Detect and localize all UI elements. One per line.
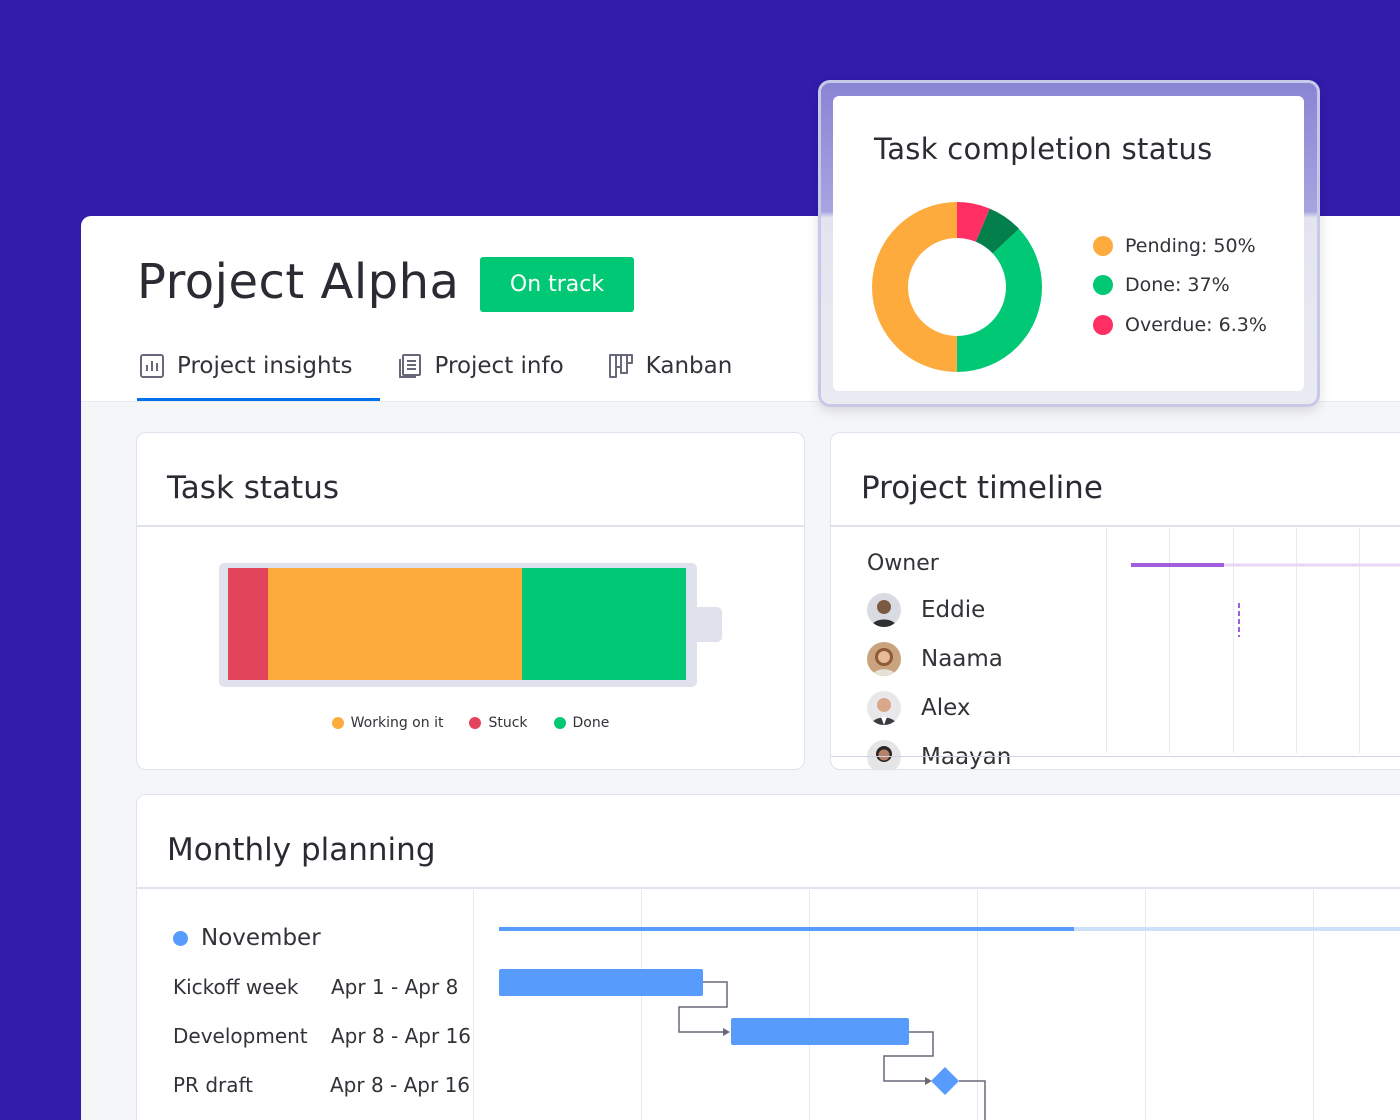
grid-line — [1169, 528, 1170, 753]
grid-line — [641, 890, 642, 1120]
legend-item: Done — [553, 715, 610, 731]
tab-bar: Project insights Project info Kanban — [137, 344, 774, 401]
group-name: November — [201, 925, 321, 951]
owner-row[interactable]: Naama — [867, 642, 1003, 676]
tab-kanban[interactable]: Kanban — [606, 344, 735, 388]
row-name: Development — [173, 1024, 308, 1048]
owner-name: Maayan — [921, 744, 1012, 770]
widget-title: Project timeline — [861, 470, 1103, 506]
donut-chart — [872, 202, 1042, 372]
avatar — [867, 642, 901, 676]
task-status-widget[interactable]: Task status Working on it Stuck Done — [136, 432, 805, 770]
grid-line — [1106, 528, 1107, 753]
owner-row[interactable]: Eddie — [867, 593, 985, 627]
timeline-bottom-border — [831, 756, 1400, 757]
owner-name: Eddie — [921, 597, 986, 623]
tab-project-insights[interactable]: Project insights — [137, 344, 380, 401]
legend-item: Stuck — [469, 715, 528, 731]
legend-dot — [331, 717, 344, 729]
battery-segment-done — [521, 568, 686, 680]
legend-label: Stuck — [488, 715, 528, 731]
status-badge[interactable]: On track — [480, 257, 634, 312]
timeline-progress — [1131, 563, 1400, 637]
tab-label: Project insights — [177, 353, 353, 379]
legend-item-done: Done: 37% — [1093, 274, 1230, 296]
tab-project-info[interactable]: Project info — [395, 344, 566, 388]
task-completion-card[interactable]: Task completion status Pending: 50% Done… — [833, 96, 1304, 391]
legend-dot — [1093, 275, 1113, 295]
widget-divider — [137, 525, 804, 527]
avatar — [867, 691, 901, 725]
legend-label: Working on it — [350, 715, 444, 731]
grid-line — [1359, 528, 1360, 753]
owner-name: Alex — [921, 695, 971, 721]
avatar — [867, 740, 901, 769]
planning-row[interactable]: PR draft Apr 8 - Apr 16 — [173, 1073, 470, 1097]
legend-label: Overdue: 6.3% — [1125, 314, 1267, 336]
owner-name: Naama — [921, 646, 1003, 672]
grid-line — [1313, 890, 1314, 1120]
donut-slice-pending — [872, 202, 1042, 372]
legend-label: Pending: 50% — [1125, 235, 1256, 257]
grid-line — [977, 890, 978, 1120]
owner-column-header: Owner — [867, 551, 939, 576]
monthly-planning-widget[interactable]: Monthly planning November Kickoff week A… — [136, 794, 1400, 1120]
battery-fill — [228, 568, 686, 680]
tab-divider — [81, 401, 1400, 402]
group-color-dot — [173, 930, 188, 946]
battery-segment-stuck — [228, 568, 268, 680]
legend-dot — [553, 717, 566, 729]
grid-line — [1296, 528, 1297, 753]
legend-dot — [1093, 315, 1113, 335]
grid-line — [1233, 528, 1234, 753]
row-name: Kickoff week — [173, 975, 299, 999]
legend-dot — [469, 717, 482, 729]
kanban-icon — [608, 353, 634, 379]
owner-row[interactable]: Maayan — [867, 740, 1012, 770]
widget-divider — [831, 525, 1400, 527]
legend-dot — [1093, 236, 1113, 256]
task-status-legend: Working on it Stuck Done — [137, 715, 804, 731]
legend-item-overdue: Overdue: 6.3% — [1093, 314, 1267, 336]
widget-title: Monthly planning — [167, 832, 436, 868]
document-icon — [397, 353, 423, 379]
widget-title: Task status — [167, 470, 340, 506]
widget-title: Task completion status — [874, 132, 1213, 166]
row-dates: Apr 8 - Apr 16 — [331, 1024, 472, 1048]
gantt-connectors — [499, 927, 1400, 1120]
gantt-bar-development[interactable] — [731, 1018, 909, 1045]
donut-slice-done — [872, 202, 1042, 372]
legend-label: Done: 37% — [1125, 274, 1230, 296]
grid-line — [473, 890, 474, 1120]
row-name: PR draft — [173, 1073, 254, 1097]
bar-chart-icon — [139, 353, 165, 379]
battery-segment-working-on-it — [267, 568, 522, 680]
row-dates: Apr 1 - Apr 8 — [331, 975, 459, 999]
legend-label: Done — [572, 715, 610, 731]
grid-line — [809, 890, 810, 1120]
battery-cap — [695, 607, 722, 642]
owner-row[interactable]: Alex — [867, 691, 970, 725]
page-title: Project Alpha — [137, 254, 460, 310]
project-timeline-widget[interactable]: Project timeline Owner Eddie Naama — [830, 432, 1400, 770]
legend-item: Working on it — [331, 715, 444, 731]
planning-row[interactable]: Kickoff week Apr 1 - Apr 8 — [173, 975, 458, 999]
group-header[interactable]: November — [173, 925, 321, 951]
tab-label: Kanban — [645, 353, 733, 379]
gantt-bar-kickoff-week[interactable] — [499, 969, 703, 996]
widget-divider — [137, 887, 1400, 889]
tab-label: Project info — [434, 353, 564, 379]
grid-line — [1145, 890, 1146, 1120]
legend-item-pending: Pending: 50% — [1093, 235, 1256, 257]
avatar — [867, 593, 901, 627]
planning-row[interactable]: Development Apr 8 - Apr 16 — [173, 1024, 471, 1048]
row-dates: Apr 8 - Apr 16 — [330, 1073, 471, 1097]
battery-chart — [219, 563, 697, 687]
